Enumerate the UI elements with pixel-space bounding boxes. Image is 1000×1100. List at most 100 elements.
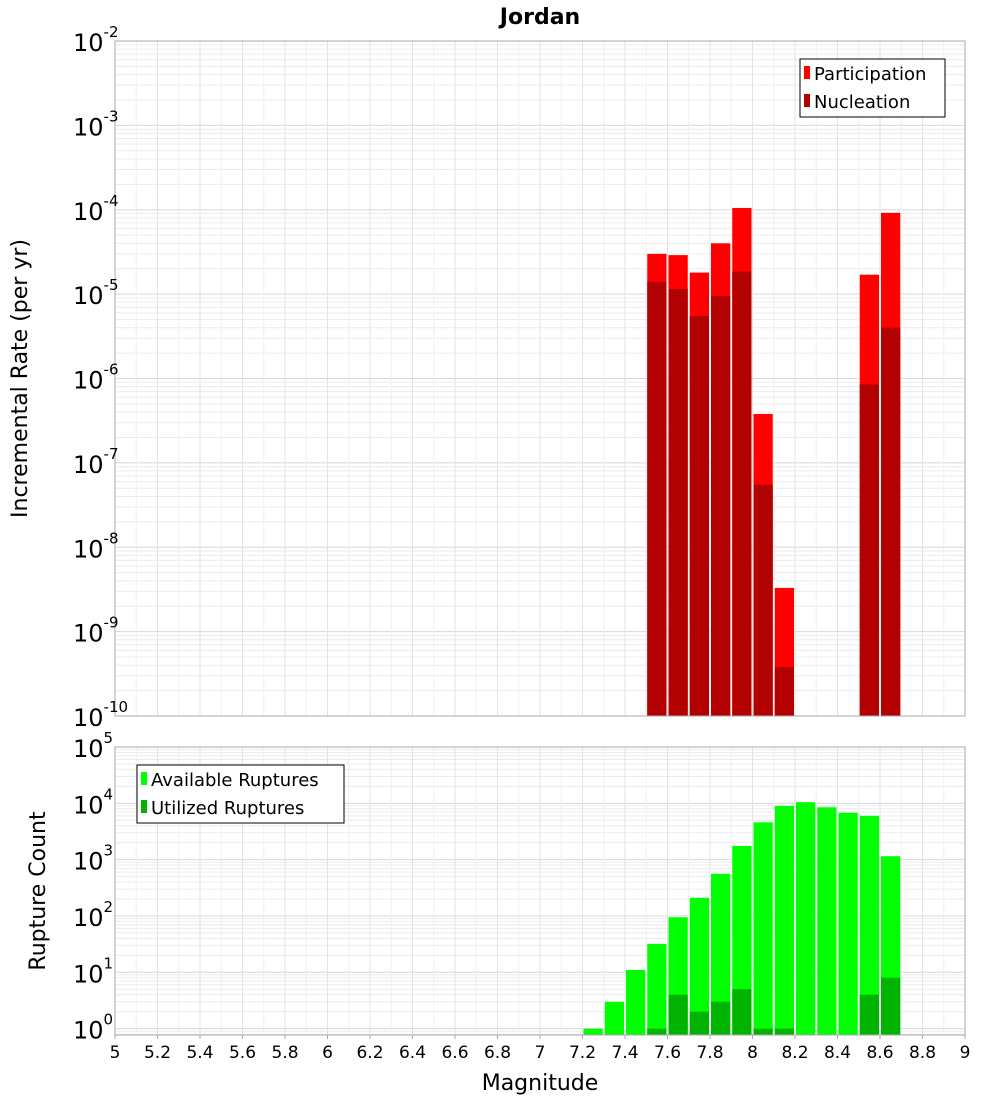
y-tick-base: 10 [73,367,104,395]
chart-title: Jordan [498,5,580,30]
x-tick-label: 7.2 [569,1043,596,1063]
y-tick-label: 103 [73,842,113,876]
plot-frame [114,40,966,717]
y-tick-base: 10 [73,960,104,988]
y-tick-base: 10 [73,620,104,648]
y-tick-label: 100 [73,1011,113,1045]
bar-nucleation [668,289,688,716]
y-tick-label: 101 [73,954,113,988]
legend-label-participation: Participation [814,64,926,85]
y-tick-label: 104 [73,785,113,819]
y-tick-exponent: -3 [104,107,119,125]
y-tick-base: 10 [73,198,104,226]
bar-utilized-ruptures [647,1028,667,1035]
y-tick-label: 102 [73,898,113,932]
bar-available-ruptures [753,822,773,1035]
y-tick-exponent: -4 [104,192,119,210]
legend-label-utilized-ruptures: Utilized Ruptures [151,798,304,819]
bar-available-ruptures [604,1001,624,1035]
y-tick-label: 10-8 [73,529,119,563]
bar-nucleation [647,281,667,716]
y-axis-label: Rupture Count [26,811,51,971]
y-tick-label: 10-7 [73,445,119,479]
bar-utilized-ruptures [711,1001,731,1035]
x-tick-label: 8.6 [866,1043,893,1063]
legend-swatch-nucleation [804,94,810,107]
x-tick-label: 6.2 [356,1043,383,1063]
y-tick-label: 10-2 [73,23,119,57]
bar-nucleation [732,271,752,716]
y-tick-exponent: -2 [104,23,119,41]
bar-utilized-ruptures [881,977,901,1035]
y-tick-exponent: 4 [104,785,114,803]
y-tick-base: 10 [73,704,104,732]
bar-nucleation [711,296,731,716]
y-tick-exponent: -7 [104,445,119,463]
bar-available-ruptures [859,815,879,1035]
y-tick-label: 10-5 [73,276,119,310]
x-tick-label: 8 [747,1043,758,1063]
y-tick-exponent: 3 [104,842,114,860]
bar-available-ruptures [838,812,858,1035]
y-tick-exponent: -6 [104,361,119,379]
bar-available-ruptures [774,805,794,1035]
x-tick-label: 8.8 [909,1043,936,1063]
x-tick-label: 5.2 [144,1043,171,1063]
bar-utilized-ruptures [859,994,879,1035]
bar-available-ruptures [583,1028,603,1035]
bar-available-ruptures [711,873,731,1035]
y-tick-label: 105 [73,729,113,763]
x-tick-label: 5 [110,1043,121,1063]
legend-box [799,58,946,118]
y-tick-label: 10-10 [73,698,128,732]
bar-nucleation [881,327,901,716]
legend-swatch-available-ruptures [141,772,147,785]
bar-utilized-ruptures [774,1028,794,1035]
x-tick-label: 5.8 [271,1043,298,1063]
y-tick-exponent: 2 [104,898,114,916]
bar-utilized-ruptures [689,1011,709,1035]
y-tick-base: 10 [73,1017,104,1045]
legend-swatch-participation [804,66,810,79]
y-tick-base: 10 [73,451,104,479]
y-tick-exponent: 0 [104,1011,114,1029]
y-tick-base: 10 [73,735,104,763]
y-tick-label: 10-9 [73,614,119,648]
y-tick-base: 10 [73,848,104,876]
bar-available-ruptures [647,943,667,1035]
bar-nucleation [689,316,709,716]
y-tick-exponent: -5 [104,276,119,294]
x-tick-label: 9 [960,1043,971,1063]
y-tick-exponent: 5 [104,729,114,747]
y-tick-label: 10-6 [73,361,119,395]
x-tick-label: 6.4 [399,1043,426,1063]
x-tick-label: 6.8 [484,1043,511,1063]
x-tick-label: 5.6 [229,1043,256,1063]
x-tick-label: 7.6 [654,1043,681,1063]
x-tick-label: 6 [322,1043,333,1063]
bar-available-ruptures [689,897,709,1035]
y-tick-base: 10 [73,791,104,819]
y-axis-label: Incremental Rate (per yr) [8,239,33,518]
legend-label-available-ruptures: Available Ruptures [151,770,319,791]
bar-available-ruptures [817,807,837,1035]
rate-plot: 10-1010-910-810-710-610-510-410-310-2Inc… [8,5,966,732]
y-tick-base: 10 [73,535,104,563]
bar-utilized-ruptures [753,1028,773,1035]
y-tick-exponent: 1 [104,954,114,972]
bar-available-ruptures [626,969,646,1035]
bar-available-ruptures [796,802,816,1035]
y-tick-base: 10 [73,282,104,310]
bar-nucleation [859,384,879,716]
x-axis-label: Magnitude [482,1071,599,1096]
x-tick-label: 7.8 [696,1043,723,1063]
legend-swatch-utilized-ruptures [141,800,147,813]
y-tick-exponent: -10 [104,698,129,716]
x-tick-label: 8.2 [781,1043,808,1063]
bar-nucleation [753,484,773,716]
y-tick-label: 10-4 [73,192,119,226]
y-tick-base: 10 [73,29,104,57]
y-tick-exponent: -9 [104,614,119,632]
x-tick-label: 8.4 [824,1043,851,1063]
